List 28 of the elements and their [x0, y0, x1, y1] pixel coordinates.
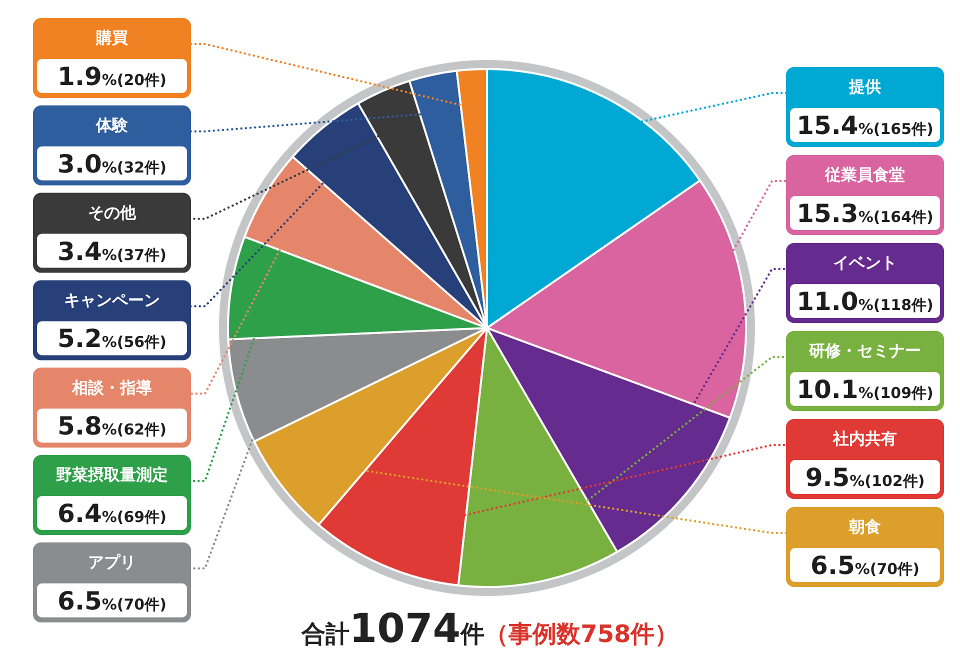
slice-label: その他: [88, 202, 137, 222]
text: （事例数758件）: [484, 620, 679, 648]
data-label: 15.3%(164件): [796, 199, 934, 228]
slice-label: イベント: [833, 253, 897, 272]
slice-label: 購買: [95, 28, 128, 48]
slice-label: 相談・指導: [71, 378, 152, 397]
data-label: 9.5%(102件): [805, 463, 925, 492]
data-label: 11.0%(118件): [796, 287, 934, 316]
data-label: 1.9%(20件): [58, 62, 166, 91]
text: 合計1074件: [300, 606, 485, 652]
slice-label: 体験: [95, 116, 129, 135]
data-label: 6.5%(70件): [810, 551, 920, 580]
slice-label: 提供: [848, 77, 881, 96]
slice-label: 従業員食堂: [824, 165, 905, 184]
data-label: 15.4%(165件): [796, 111, 934, 140]
data-label: 5.8%(62件): [58, 412, 166, 441]
slice-label: 社内共有: [832, 429, 897, 448]
slice-label: アプリ: [88, 552, 136, 572]
data-label: 3.0%(32件): [58, 149, 166, 178]
slice-label: 研修・セミナー: [808, 341, 921, 360]
slice-label: 朝食: [848, 517, 881, 536]
data-label: 6.5%(70件): [58, 586, 166, 616]
slice-label: キャンペーン: [64, 290, 160, 310]
data-label: 6.4%(69件): [58, 499, 166, 528]
data-label: 3.4%(37件): [58, 236, 166, 266]
slice-label: 野菜摂取量測定: [56, 465, 168, 484]
data-label: 5.2%(56件): [58, 324, 166, 354]
data-label: 10.1%(109件): [796, 375, 934, 404]
